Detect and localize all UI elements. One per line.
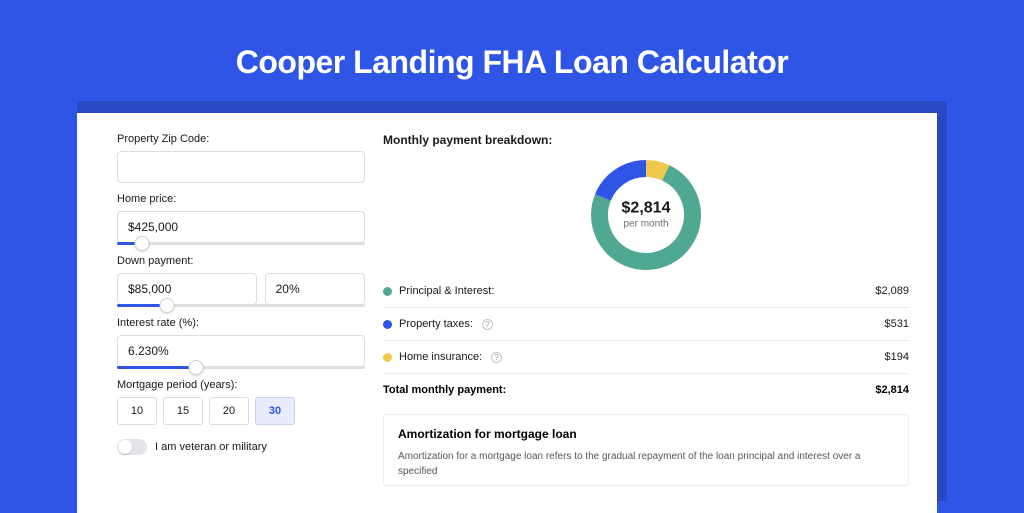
zip-field-group: Property Zip Code: <box>117 133 365 183</box>
mortgage-period-group: Mortgage period (years): 10152030 <box>117 379 365 425</box>
legend-value: $2,089 <box>875 285 909 297</box>
info-icon[interactable]: ? <box>482 319 493 330</box>
veteran-toggle-knob <box>118 440 132 454</box>
legend-dot <box>383 353 392 362</box>
period-option-15[interactable]: 15 <box>163 397 203 425</box>
period-option-10[interactable]: 10 <box>117 397 157 425</box>
donut-center: $2,814 per month <box>622 201 671 230</box>
mortgage-period-label: Mortgage period (years): <box>117 379 365 391</box>
donut-chart: $2,814 per month <box>383 155 909 275</box>
veteran-toggle[interactable] <box>117 439 147 455</box>
interest-rate-slider-fill <box>117 366 196 369</box>
interest-rate-input[interactable] <box>117 335 365 367</box>
legend-value: $194 <box>885 351 909 363</box>
amortization-box: Amortization for mortgage loan Amortizat… <box>383 414 909 486</box>
back-panel: Property Zip Code: Home price: Down paym… <box>77 101 947 501</box>
legend-rows: Principal & Interest: $2,089 Property taxe… <box>383 275 909 373</box>
home-price-slider[interactable] <box>117 242 365 245</box>
legend-left: Principal & Interest: <box>383 285 494 297</box>
home-price-label: Home price: <box>117 193 365 205</box>
donut-center-label: per month <box>622 219 671 230</box>
period-option-20[interactable]: 20 <box>209 397 249 425</box>
legend-label: Property taxes: <box>399 318 473 330</box>
home-price-input[interactable] <box>117 211 365 243</box>
legend-label: Principal & Interest: <box>399 285 494 297</box>
total-label: Total monthly payment: <box>383 384 506 396</box>
form-column: Property Zip Code: Home price: Down paym… <box>117 133 365 513</box>
zip-label: Property Zip Code: <box>117 133 365 145</box>
calculator-card: Property Zip Code: Home price: Down paym… <box>77 113 937 513</box>
legend-row: Property taxes:? $531 <box>383 307 909 340</box>
breakdown-column: Monthly payment breakdown: $2,814 per mo… <box>383 133 909 513</box>
legend-row: Principal & Interest: $2,089 <box>383 275 909 307</box>
donut-slice <box>646 169 665 173</box>
home-price-group: Home price: <box>117 193 365 245</box>
interest-rate-slider-thumb[interactable] <box>189 360 204 375</box>
donut-center-value: $2,814 <box>622 201 671 217</box>
legend-left: Property taxes:? <box>383 318 493 330</box>
legend-left: Home insurance:? <box>383 351 502 363</box>
page-title: Cooper Landing FHA Loan Calculator <box>236 44 788 81</box>
interest-rate-label: Interest rate (%): <box>117 317 365 329</box>
total-value: $2,814 <box>875 384 909 396</box>
veteran-toggle-label: I am veteran or military <box>155 441 267 453</box>
interest-rate-slider[interactable] <box>117 366 365 369</box>
period-option-30[interactable]: 30 <box>255 397 295 425</box>
interest-rate-group: Interest rate (%): <box>117 317 365 369</box>
veteran-toggle-row: I am veteran or military <box>117 439 365 455</box>
amortization-title: Amortization for mortgage loan <box>398 427 894 441</box>
legend-value: $531 <box>885 318 909 330</box>
zip-input[interactable] <box>117 151 365 183</box>
donut-slice <box>603 169 646 198</box>
down-payment-amount-input[interactable] <box>117 273 257 305</box>
down-payment-slider[interactable] <box>117 304 365 307</box>
mortgage-period-options: 10152030 <box>117 397 365 425</box>
down-payment-pct-input[interactable] <box>265 273 365 305</box>
breakdown-title: Monthly payment breakdown: <box>383 133 909 147</box>
info-icon[interactable]: ? <box>491 352 502 363</box>
legend-row: Home insurance:? $194 <box>383 340 909 373</box>
home-price-slider-thumb[interactable] <box>134 236 149 251</box>
legend-dot <box>383 287 392 296</box>
down-payment-slider-thumb[interactable] <box>159 298 174 313</box>
down-payment-group: Down payment: <box>117 255 365 307</box>
total-row: Total monthly payment: $2,814 <box>383 373 909 410</box>
legend-dot <box>383 320 392 329</box>
amortization-text: Amortization for a mortgage loan refers … <box>398 449 894 479</box>
down-payment-label: Down payment: <box>117 255 365 267</box>
legend-label: Home insurance: <box>399 351 482 363</box>
